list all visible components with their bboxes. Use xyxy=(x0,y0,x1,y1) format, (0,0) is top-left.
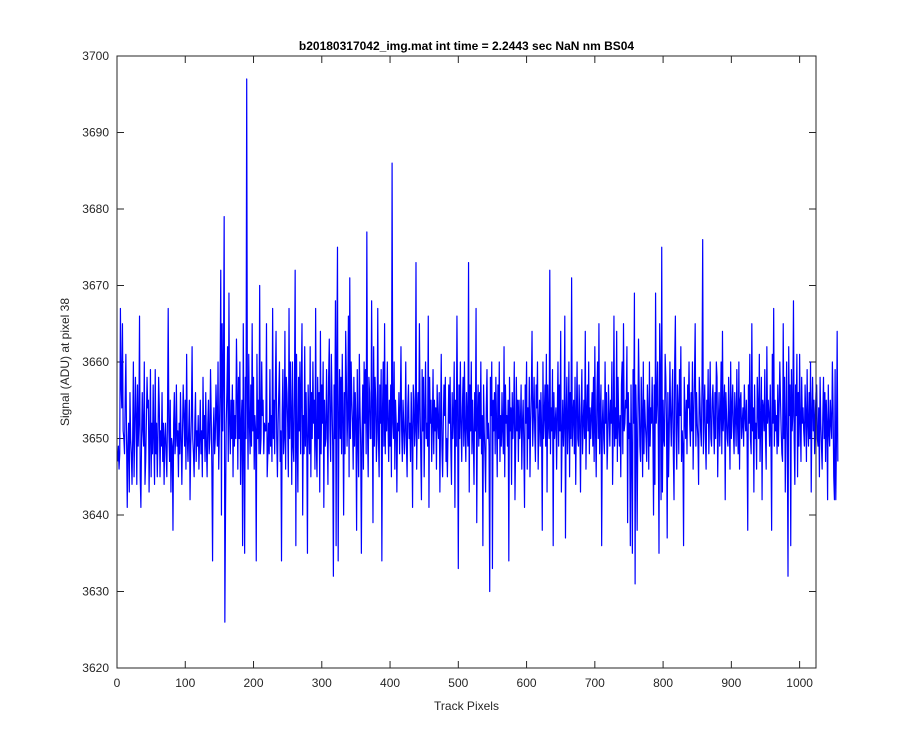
x-tick-label: 1000 xyxy=(786,676,813,690)
x-tick-label: 600 xyxy=(517,676,537,690)
chart-title: b20180317042_img.mat int time = 2.2443 s… xyxy=(299,39,635,53)
axis-ticks: 0 100 200 300 400 500 600 700 800 900 1000 3620 3630… xyxy=(82,49,816,690)
x-tick-label: 300 xyxy=(312,676,332,690)
x-tick-label: 400 xyxy=(380,676,400,690)
axes-box xyxy=(116,55,817,669)
series-line-0 xyxy=(117,78,839,623)
y-tick-label: 3650 xyxy=(82,432,109,446)
series-group xyxy=(117,78,839,623)
x-tick-label: 500 xyxy=(448,676,468,690)
x-tick-label: 700 xyxy=(585,676,605,690)
x-tick-label: 200 xyxy=(244,676,264,690)
y-tick-label: 3670 xyxy=(82,279,109,293)
x-tick-label: 0 xyxy=(114,676,121,690)
y-tick-label: 3660 xyxy=(82,355,109,369)
x-tick-label: 800 xyxy=(653,676,673,690)
y-tick-label: 3700 xyxy=(82,49,109,63)
y-tick-label: 3640 xyxy=(82,508,109,522)
y-tick-label: 3680 xyxy=(82,202,109,216)
y-tick-label: 3620 xyxy=(82,661,109,675)
x-axis-label: Track Pixels xyxy=(434,699,499,713)
y-axis-label: Signal (ADU) at pixel 38 xyxy=(58,298,72,426)
y-tick-label: 3630 xyxy=(82,585,109,599)
plot-area xyxy=(117,56,816,668)
y-tick-label: 3690 xyxy=(82,126,109,140)
x-tick-label: 100 xyxy=(175,676,195,690)
x-tick-label: 900 xyxy=(721,676,741,690)
